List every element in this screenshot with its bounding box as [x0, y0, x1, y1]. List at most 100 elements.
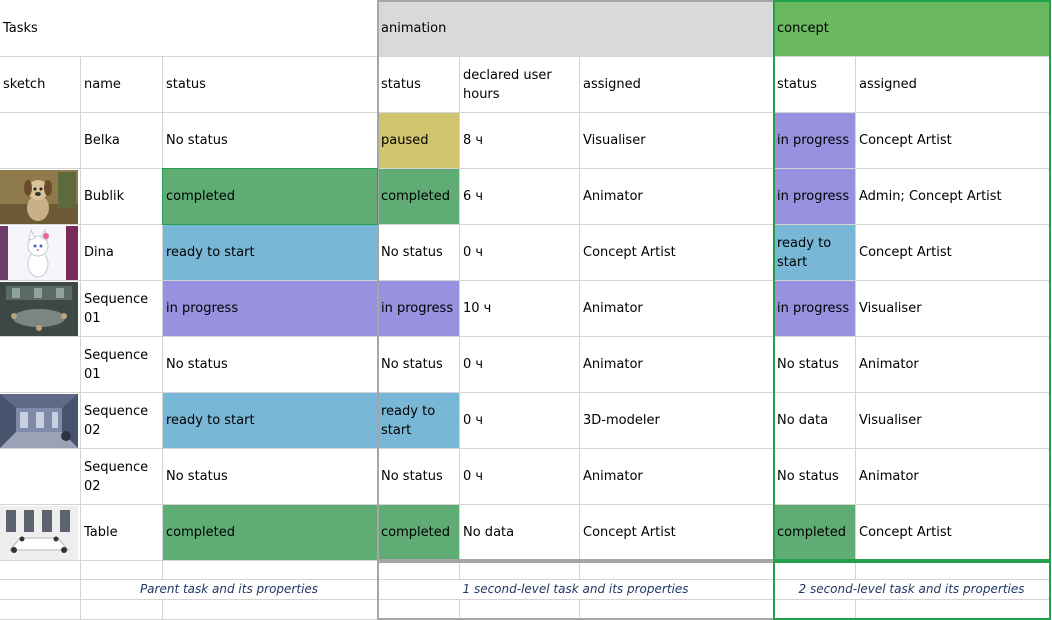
- animation-hours-cell[interactable]: 8 ч: [460, 113, 580, 169]
- footer-blank-cell[interactable]: [774, 600, 856, 620]
- task-name-cell[interactable]: Sequence 01: [81, 337, 163, 393]
- animation-status-cell[interactable]: ready to start: [378, 393, 460, 449]
- column-header-name[interactable]: name: [81, 57, 163, 113]
- sketch-cell[interactable]: [0, 505, 81, 561]
- group-header-tasks[interactable]: Tasks: [0, 0, 378, 57]
- sketch-cell[interactable]: [0, 281, 81, 337]
- footer-blank-cell[interactable]: [580, 600, 774, 620]
- task-name-cell[interactable]: Belka: [81, 113, 163, 169]
- task-status-cell[interactable]: completed: [163, 169, 378, 225]
- animation-hours-cell[interactable]: No data: [460, 505, 580, 561]
- concept-assigned-cell[interactable]: Concept Artist: [856, 505, 1050, 561]
- group-header-concept[interactable]: concept: [774, 0, 1050, 57]
- animation-status-cell[interactable]: No status: [378, 225, 460, 281]
- footer-blank-cell[interactable]: [0, 580, 81, 600]
- task-status-cell[interactable]: No status: [163, 113, 378, 169]
- task-name-cell[interactable]: Table: [81, 505, 163, 561]
- footer-blank-cell[interactable]: [460, 600, 580, 620]
- footer-blank-cell[interactable]: [81, 561, 163, 580]
- task-name-cell[interactable]: Sequence 02: [81, 449, 163, 505]
- footer-blank-cell[interactable]: [0, 561, 81, 580]
- animation-status-cell[interactable]: No status: [378, 337, 460, 393]
- animation-assigned-cell[interactable]: 3D-modeler: [580, 393, 774, 449]
- group-header-animation[interactable]: animation: [378, 0, 774, 57]
- animation-status-cell[interactable]: No status: [378, 449, 460, 505]
- concept-assigned-cell[interactable]: Concept Artist: [856, 225, 1050, 281]
- footer-blank-cell[interactable]: [378, 561, 460, 580]
- concept-status-cell[interactable]: completed: [774, 505, 856, 561]
- concept-status-cell[interactable]: ready to start: [774, 225, 856, 281]
- task-status-cell[interactable]: No status: [163, 337, 378, 393]
- concept-assigned-cell[interactable]: Concept Artist: [856, 113, 1050, 169]
- task-status-cell[interactable]: ready to start: [163, 225, 378, 281]
- footer-blank-cell[interactable]: [163, 600, 378, 620]
- footer-second-level-caption[interactable]: 2 second-level task and its properties: [774, 580, 1050, 600]
- sketch-cell[interactable]: [0, 225, 81, 281]
- footer-blank-cell[interactable]: [378, 600, 460, 620]
- sketch-cell[interactable]: [0, 337, 81, 393]
- footer-blank-cell[interactable]: [580, 561, 774, 580]
- animation-assigned-cell[interactable]: Animator: [580, 449, 774, 505]
- task-name-cell[interactable]: Bublik: [81, 169, 163, 225]
- concept-assigned-cell[interactable]: Admin; Concept Artist: [856, 169, 1050, 225]
- concept-status-cell[interactable]: No status: [774, 337, 856, 393]
- animation-hours-cell[interactable]: 0 ч: [460, 393, 580, 449]
- footer-parent-caption[interactable]: Parent task and its properties: [81, 580, 378, 600]
- concept-status-cell-text: completed: [777, 525, 846, 540]
- footer-blank-cell[interactable]: [856, 561, 1050, 580]
- task-status-cell[interactable]: completed: [163, 505, 378, 561]
- concept-assigned-cell-text: Visualiser: [859, 301, 922, 316]
- column-header-anim-status[interactable]: status: [378, 57, 460, 113]
- column-header-concept-assigned[interactable]: assigned: [856, 57, 1050, 113]
- concept-status-cell[interactable]: in progress: [774, 281, 856, 337]
- footer-first-level-caption[interactable]: 1 second-level task and its properties: [378, 580, 774, 600]
- sketch-cell[interactable]: [0, 449, 81, 505]
- animation-status-cell[interactable]: in progress: [378, 281, 460, 337]
- animation-assigned-cell[interactable]: Concept Artist: [580, 225, 774, 281]
- animation-assigned-cell[interactable]: Animator: [580, 337, 774, 393]
- column-header-anim-assigned[interactable]: assigned: [580, 57, 774, 113]
- concept-assigned-cell[interactable]: Visualiser: [856, 393, 1050, 449]
- footer-blank-cell[interactable]: [163, 561, 378, 580]
- concept-status-cell[interactable]: No status: [774, 449, 856, 505]
- concept-assigned-cell[interactable]: Animator: [856, 449, 1050, 505]
- concept-status-cell[interactable]: No data: [774, 393, 856, 449]
- animation-assigned-cell[interactable]: Concept Artist: [580, 505, 774, 561]
- footer-blank-cell[interactable]: [81, 600, 163, 620]
- column-header-concept-status[interactable]: status: [774, 57, 856, 113]
- animation-hours-cell[interactable]: 10 ч: [460, 281, 580, 337]
- column-header-status[interactable]: status: [163, 57, 378, 113]
- animation-hours-cell[interactable]: 0 ч: [460, 337, 580, 393]
- animation-assigned-cell[interactable]: Animator: [580, 169, 774, 225]
- task-status-cell[interactable]: No status: [163, 449, 378, 505]
- animation-status-cell[interactable]: paused: [378, 113, 460, 169]
- footer-blank-cell[interactable]: [460, 561, 580, 580]
- footer-blank-cell[interactable]: [774, 561, 856, 580]
- sketch-cell[interactable]: [0, 113, 81, 169]
- animation-status-cell[interactable]: completed: [378, 505, 460, 561]
- task-name-cell[interactable]: Sequence 01: [81, 281, 163, 337]
- animation-status-cell[interactable]: completed: [378, 169, 460, 225]
- animation-assigned-cell[interactable]: Visualiser: [580, 113, 774, 169]
- task-status-cell[interactable]: ready to start: [163, 393, 378, 449]
- column-header-anim-hours[interactable]: declared user hours: [460, 57, 580, 113]
- animation-hours-cell-text: No data: [463, 525, 515, 540]
- sketch-cell[interactable]: [0, 393, 81, 449]
- task-name-cell[interactable]: Sequence 02: [81, 393, 163, 449]
- concept-status-cell[interactable]: in progress: [774, 169, 856, 225]
- task-name-cell[interactable]: Dina: [81, 225, 163, 281]
- concept-assigned-cell[interactable]: Visualiser: [856, 281, 1050, 337]
- concept-assigned-cell[interactable]: Animator: [856, 337, 1050, 393]
- footer-blank-cell[interactable]: [856, 600, 1050, 620]
- animation-hours-cell[interactable]: 0 ч: [460, 449, 580, 505]
- animation-hours-cell[interactable]: 0 ч: [460, 225, 580, 281]
- animation-assigned-cell[interactable]: Animator: [580, 281, 774, 337]
- concept-status-cell[interactable]: in progress: [774, 113, 856, 169]
- task-status-cell[interactable]: in progress: [163, 281, 378, 337]
- footer-blank-cell[interactable]: [0, 600, 81, 620]
- animation-hours-cell[interactable]: 6 ч: [460, 169, 580, 225]
- sketch-cell[interactable]: [0, 169, 81, 225]
- animation-status-cell-text: No status: [381, 469, 443, 484]
- column-header-sketch[interactable]: sketch: [0, 57, 81, 113]
